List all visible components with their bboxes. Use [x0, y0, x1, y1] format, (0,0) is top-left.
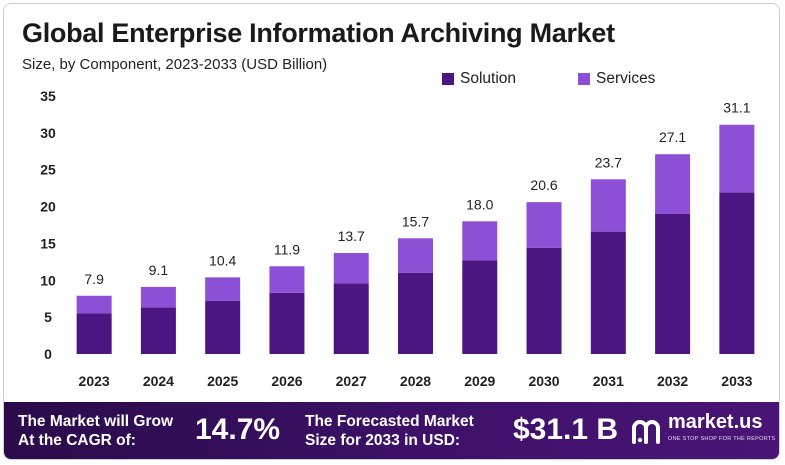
x-tick-label: 2031 — [593, 373, 624, 389]
y-tick-label: 0 — [44, 346, 52, 362]
y-tick-label: 25 — [40, 162, 56, 178]
bar-solution — [526, 247, 562, 354]
bar-solution — [333, 283, 369, 354]
total-data-label: 9.1 — [149, 262, 169, 278]
total-data-label: 13.7 — [338, 228, 365, 244]
bar-solution — [269, 292, 305, 354]
y-tick-label: 5 — [44, 309, 52, 325]
brand-tagline: ONE STOP SHOP FOR THE REPORTS — [668, 436, 776, 442]
x-tick-label: 2032 — [657, 373, 688, 389]
forecast-label-line2: Size for 2033 in USD: — [305, 432, 461, 449]
chart-subtitle: Size, by Component, 2023-2033 (USD Billi… — [22, 56, 328, 73]
bar-services — [269, 266, 305, 293]
cagr-label-line1: The Market will Grow — [18, 413, 174, 430]
legend-label-services: Services — [596, 70, 656, 87]
bar-solution — [398, 272, 433, 354]
forecast-label-line1: The Forecasted Market — [305, 413, 474, 430]
bar-services — [655, 154, 691, 214]
brand-name[interactable]: market.us — [668, 411, 763, 433]
x-tick-label: 2024 — [143, 373, 174, 389]
legend-label-solution: Solution — [460, 70, 517, 87]
total-data-label: 10.4 — [209, 252, 236, 268]
total-data-label: 20.6 — [530, 177, 557, 193]
x-tick-label: 2026 — [271, 373, 302, 389]
bar-services — [719, 124, 755, 193]
forecast-label: The Forecasted Market Size for 2033 in U… — [305, 412, 474, 450]
bar-solution — [719, 192, 755, 354]
cagr-label-line2: At the CAGR of: — [18, 432, 136, 449]
x-tick-label: 2025 — [207, 373, 238, 389]
bar-services — [526, 202, 562, 248]
y-tick-label: 15 — [40, 235, 56, 251]
market-us-logo-icon — [632, 420, 660, 444]
x-tick-label: 2030 — [528, 373, 559, 389]
bar-solution — [140, 307, 176, 354]
chart-legend: Solution Services — [4, 70, 779, 90]
chart-card: Global Enterprise Information Archiving … — [3, 3, 780, 460]
total-data-label: 27.1 — [659, 129, 686, 145]
y-tick-label: 35 — [40, 88, 56, 104]
legend-swatch-services — [578, 73, 590, 85]
cagr-value: 14.7% — [195, 413, 281, 446]
forecast-value: $31.1 B — [513, 413, 619, 446]
bar-services — [140, 286, 176, 308]
total-data-label: 18.0 — [466, 196, 493, 212]
legend-swatch-solution — [442, 73, 454, 85]
y-tick-label: 10 — [40, 272, 56, 288]
y-tick-label: 30 — [40, 125, 56, 141]
y-tick-label: 20 — [40, 199, 56, 215]
bar-services — [398, 238, 433, 273]
chart-title: Global Enterprise Information Archiving … — [22, 18, 615, 48]
x-tick-label: 2033 — [721, 373, 752, 389]
bar-services — [333, 253, 369, 284]
legend-item-solution: Solution — [442, 70, 516, 88]
footer-banner: The Market will Grow At the CAGR of: 14.… — [4, 402, 779, 459]
cagr-label: The Market will Grow At the CAGR of: — [18, 412, 173, 450]
total-data-label: 31.1 — [723, 100, 750, 116]
total-data-label: 15.7 — [402, 213, 429, 229]
bar-services — [462, 221, 498, 261]
legend-item-services: Services — [578, 70, 655, 88]
total-data-label: 7.9 — [84, 271, 104, 287]
bar-services — [590, 179, 626, 232]
bar-solution — [205, 300, 241, 354]
bar-solution — [590, 231, 626, 354]
x-tick-label: 2023 — [79, 373, 110, 389]
total-data-label: 11.9 — [274, 241, 300, 257]
bar-solution — [76, 313, 112, 354]
total-data-label: 23.7 — [595, 154, 622, 170]
x-tick-label: 2029 — [464, 373, 495, 389]
bar-services — [76, 295, 112, 314]
bar-solution — [655, 213, 691, 354]
bar-solution — [462, 260, 498, 354]
x-tick-label: 2028 — [400, 373, 431, 389]
bar-services — [205, 277, 241, 301]
stacked-bar-chart: 051015202530357.920239.1202410.4202511.9… — [40, 88, 755, 389]
x-tick-label: 2027 — [336, 373, 367, 389]
